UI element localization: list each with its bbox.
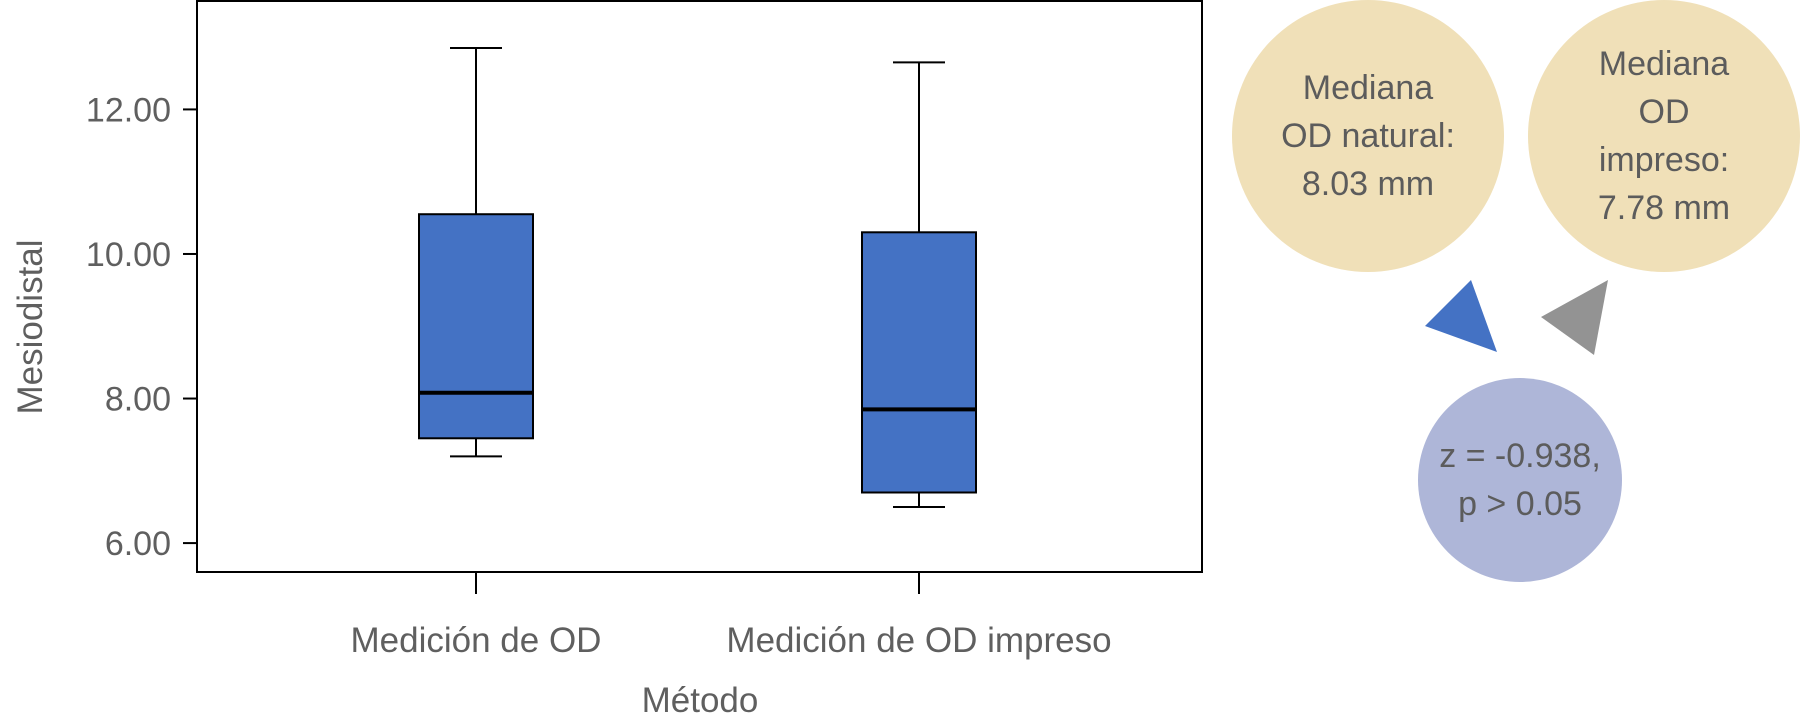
x-axis: Medición de OD Medición de OD impreso (351, 572, 1112, 660)
box-0 (418, 46, 534, 458)
iqr-box (418, 213, 534, 440)
x-axis-title: Método (642, 681, 759, 720)
y-axis-title: Mesiodistal (11, 239, 50, 414)
x-category-label-1: Medición de OD impreso (726, 621, 1111, 660)
boxes (418, 46, 977, 508)
y-tick-label-0: 6.00 (105, 525, 171, 563)
blue-arrow-icon (1425, 280, 1497, 352)
y-tick-label-3: 12.00 (86, 91, 171, 129)
median-impreso-bubble: Mediana OD impreso: 7.78 mm (1528, 0, 1800, 272)
plot-frame (196, 0, 1203, 573)
y-tick-label-2: 10.00 (86, 236, 171, 274)
x-category-label-0: Medición de OD (351, 621, 602, 660)
gray-arrow-icon (1541, 280, 1608, 355)
median-natural-bubble: Mediana OD natural: 8.03 mm (1232, 0, 1504, 272)
iqr-box (861, 231, 977, 494)
median-impreso-text: Mediana OD impreso: 7.78 mm (1597, 45, 1731, 227)
test-result-bubble: z = -0.938, p > 0.05 (1418, 378, 1622, 582)
test-result-text: z = -0.938, p > 0.05 (1439, 437, 1601, 523)
box-1 (861, 61, 977, 508)
y-axis: 6.00 8.00 10.00 12.00 (86, 91, 197, 563)
median-natural-text: Mediana OD natural: 8.03 mm (1281, 69, 1455, 203)
y-tick-label-1: 8.00 (105, 381, 171, 419)
